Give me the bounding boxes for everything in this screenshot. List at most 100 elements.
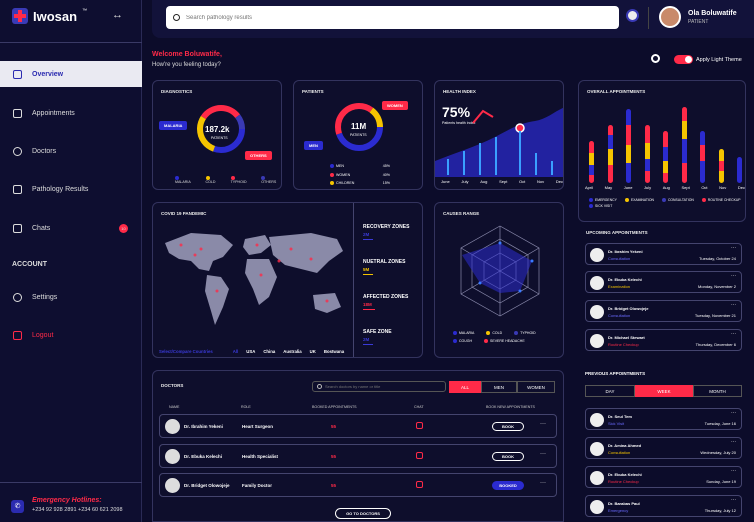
more-icon[interactable]: ··· <box>540 421 546 427</box>
country-tab[interactable]: UK <box>309 349 316 354</box>
list-item[interactable]: Dr. Bridget Olowojeje Consultation Tuesday… <box>585 300 742 322</box>
list-item[interactable]: Dr. Seul Tem Sick Visit Tuesday, June 16 ··… <box>585 408 742 430</box>
spacer <box>363 275 409 293</box>
appt-date: Tuesday, October 24 <box>699 256 736 261</box>
col-header-chat: CHAT <box>414 405 424 409</box>
spacer <box>363 310 409 328</box>
country-tab[interactable]: China <box>263 349 276 354</box>
appt-date: Sunday, June 19 <box>706 479 736 484</box>
logout-icon <box>13 330 22 340</box>
chat-icon[interactable] <box>416 452 423 459</box>
sidebar-item-doctors[interactable]: Doctors <box>0 138 142 164</box>
country-tab[interactable]: Australia <box>283 349 302 354</box>
gear-icon <box>13 292 22 302</box>
go-to-doctors-button[interactable]: GO TO DOCTORS <box>335 508 391 519</box>
more-icon[interactable]: ··· <box>731 245 736 251</box>
user-name: Ola Boluwatife <box>688 10 737 17</box>
more-icon[interactable]: ··· <box>731 410 736 416</box>
tick-label: Aug <box>480 179 488 184</box>
sidebar-item-pathology[interactable]: Pathology Results <box>0 176 142 202</box>
sidebar-item-overview[interactable]: Overview <box>0 61 142 87</box>
list-item[interactable]: Dr. Ebuka Kelechi Routine Checkup Sunday, … <box>585 466 742 488</box>
more-icon[interactable]: ··· <box>731 439 736 445</box>
list-item[interactable]: Dr. Ebuka Kelechi Examination Monday, Nove… <box>585 271 742 293</box>
list-item[interactable]: Dr. Michael Stewart Routine Checkup Thursd… <box>585 329 742 351</box>
search-bar[interactable] <box>166 6 619 29</box>
legend-item: ROUTINE CHECKUP <box>701 198 741 203</box>
appt-doctor: Dr. Ibrahim Yekeni <box>608 249 643 254</box>
tab-week[interactable]: WEEK <box>635 385 693 397</box>
sidebar-item-appointments[interactable]: Appointments <box>0 100 142 126</box>
table-row: Dr. Ibrahim Yekeni Heart Surgeon 55 BOOK… <box>159 414 557 438</box>
more-icon[interactable]: ··· <box>731 468 736 474</box>
doctor-search-input[interactable] <box>325 384 445 389</box>
welcome-greeting: Welcome Boluwatife, <box>152 51 222 58</box>
sidebar-item-label: Chats <box>32 224 51 232</box>
calendar-icon <box>13 108 22 118</box>
sidebar-item-chats[interactable]: Chats 10 <box>0 215 142 241</box>
book-button[interactable]: BOOK <box>492 422 524 431</box>
causes-legend: MALARIA COLD TYPHOID COUGH SEVERE HEADAC… <box>453 331 563 344</box>
more-icon[interactable]: ··· <box>731 497 736 503</box>
more-icon[interactable]: ··· <box>731 302 736 308</box>
col-header-booked: BOOKED APPOINTMENTS <box>312 405 357 409</box>
book-button[interactable]: BOOK <box>492 452 524 461</box>
more-icon[interactable]: ··· <box>731 273 736 279</box>
zone-label: AFFECTED ZONES <box>363 294 409 300</box>
more-icon[interactable]: ··· <box>731 331 736 337</box>
tick-label: July <box>461 179 469 184</box>
emergency-numbers[interactable]: +234 92 928 2891 +234 60 621 2098 <box>32 507 123 513</box>
theme-label: Apply Light Theme <box>696 57 742 63</box>
tick-label: Dec <box>555 179 563 184</box>
avatar <box>165 478 180 493</box>
country-tab[interactable]: Bostwana <box>323 349 345 354</box>
notification-icon[interactable] <box>626 9 639 22</box>
filter-men[interactable]: MEN <box>481 381 517 393</box>
chat-icon[interactable] <box>416 422 423 429</box>
sidebar-item-label: Pathology Results <box>32 185 89 193</box>
doctor-search[interactable] <box>312 381 446 392</box>
legend-item: COLD <box>205 176 221 184</box>
avatar <box>590 248 604 262</box>
more-icon[interactable]: ··· <box>540 480 546 486</box>
theme-toggle[interactable] <box>674 55 693 64</box>
zone-value: 18M <box>363 301 375 310</box>
avatar <box>590 442 604 456</box>
sidebar-item-logout[interactable]: Logout <box>0 322 142 348</box>
list-item[interactable]: Dr. Barabas Paul Emergency Thursday, July … <box>585 495 742 517</box>
compare-label: Select/Compare Countries <box>159 349 213 354</box>
search-input[interactable] <box>186 14 586 21</box>
table-row: Dr. Ebuka Kelechi Health Specialist 55 B… <box>159 444 557 468</box>
list-item[interactable]: Dr. Ibrahim Yekeni Consultation Tuesday, O… <box>585 243 742 265</box>
filter-women[interactable]: WOMEN <box>517 381 555 393</box>
tab-month[interactable]: MONTH <box>693 385 742 397</box>
diagnostics-donut <box>197 105 245 153</box>
appt-doctor: Dr. Ebuka Kelechi <box>608 472 642 477</box>
app-logo[interactable]: Iwosan ™ <box>12 8 87 24</box>
appt-date: Thursday, December 6 <box>695 342 736 347</box>
list-item[interactable]: Dr. Amina Ahmed Consultation Wednesday, Ju… <box>585 437 742 459</box>
tick-label: April <box>585 185 594 190</box>
appt-doctor: Dr. Amina Ahmed <box>608 443 642 448</box>
legend-item: MALARIA <box>175 176 196 184</box>
filter-all[interactable]: ALL <box>449 381 481 393</box>
tab-day[interactable]: DAY <box>585 385 635 397</box>
divider <box>0 42 142 43</box>
appt-type: Consultation <box>608 313 631 318</box>
double-arrow-icon[interactable]: ↔ <box>112 9 123 21</box>
chat-icon[interactable] <box>416 481 423 488</box>
previous-title: PREVIOUS APPOINTMENTS <box>585 371 646 376</box>
more-icon[interactable]: ··· <box>540 451 546 457</box>
emergency-title: Emergency Hotlines: <box>32 497 102 504</box>
sidebar-item-settings[interactable]: Settings <box>0 284 142 310</box>
appt-doctor: Dr. Barabas Paul <box>608 501 640 506</box>
upcoming-card: UPCOMING APPOINTMENTS <box>578 222 746 362</box>
emergency-hotlines: ✆ Emergency Hotlines: +234 92 928 2891 +… <box>0 482 142 522</box>
tick-label: Dec <box>737 185 745 190</box>
card-title: UPCOMING APPOINTMENTS <box>586 230 648 235</box>
country-tab[interactable]: All <box>232 349 239 354</box>
card-title: OVERALL APPOINTMENTS <box>587 89 646 94</box>
booked-button[interactable]: BOOKED <box>492 481 524 490</box>
avatar[interactable] <box>659 6 681 28</box>
country-tab[interactable]: USA <box>246 349 256 354</box>
